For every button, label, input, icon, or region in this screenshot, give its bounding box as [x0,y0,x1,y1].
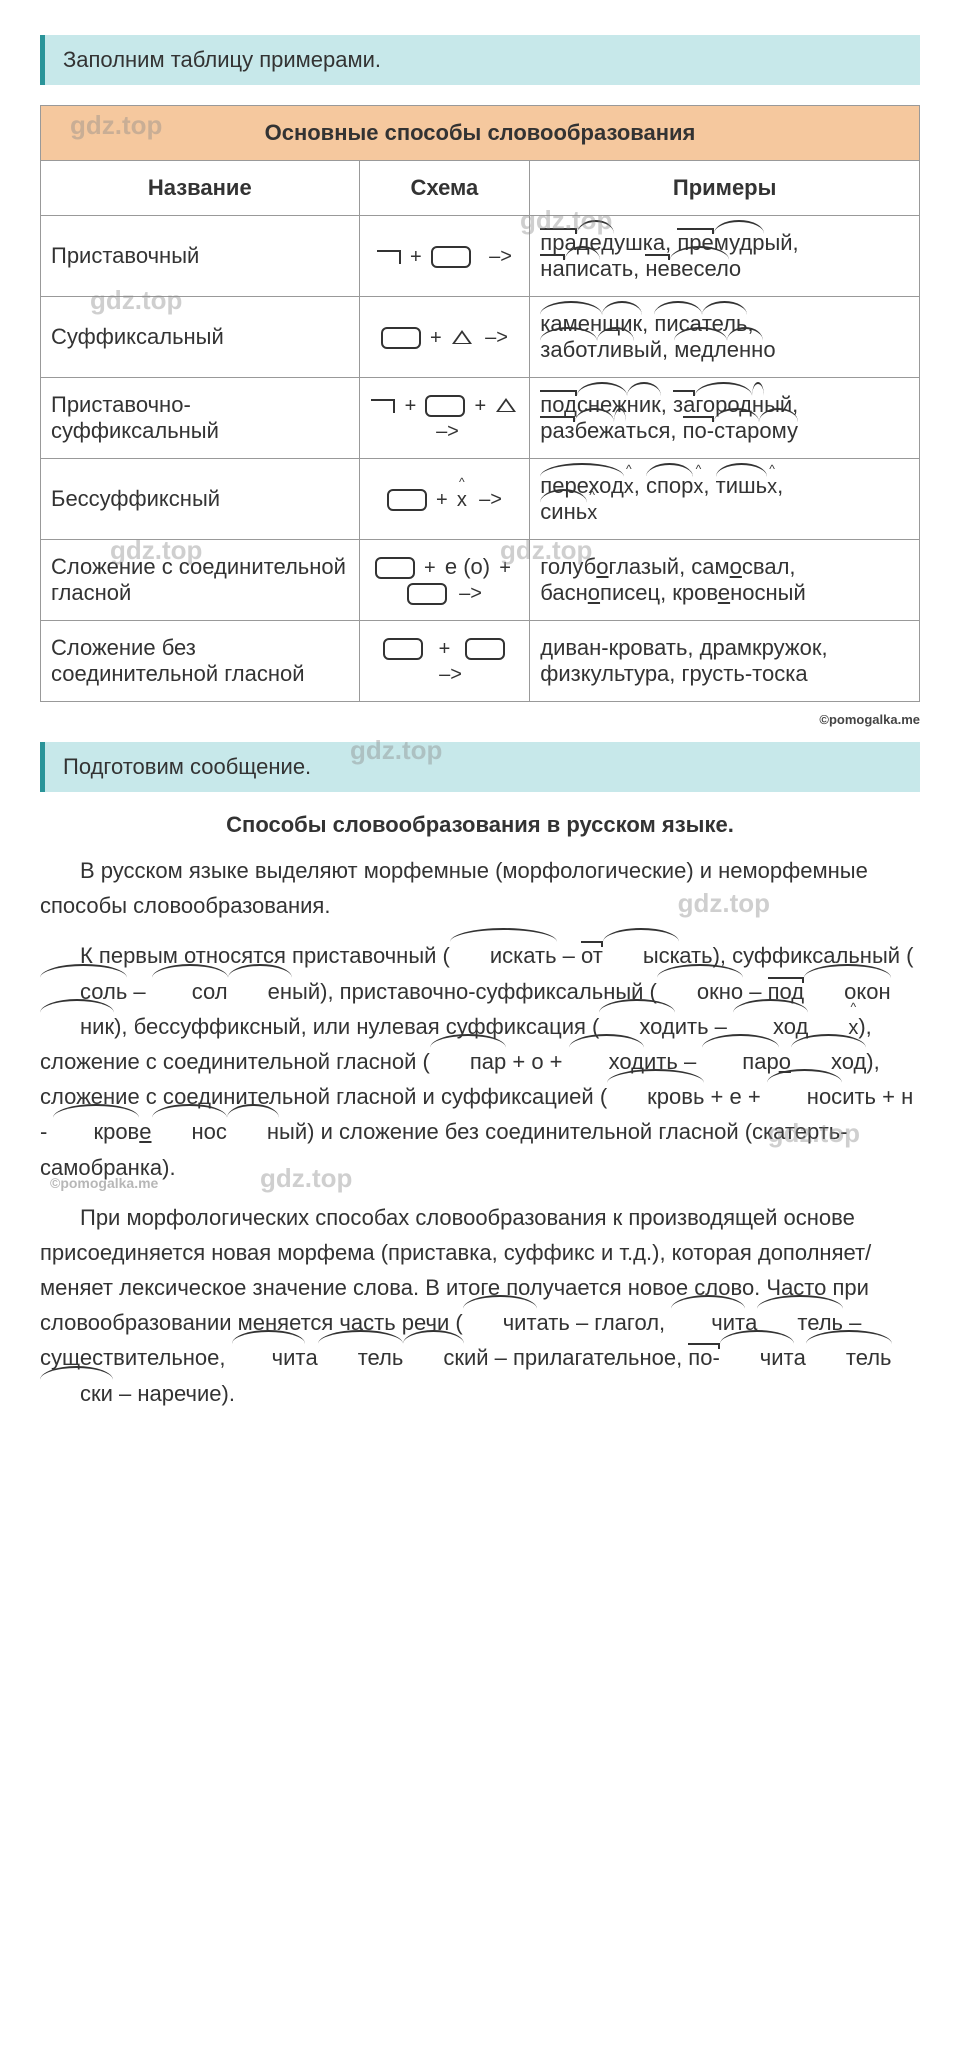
row-examples: подснежник, загородный, разбежаться, по-… [530,378,920,459]
x-symbol: х [457,489,467,512]
paragraph-3: При морфологических способах словообразо… [40,1200,920,1411]
suffix-symbol [451,330,473,346]
table-title: Основные способы словообразования [41,106,920,161]
row-examples: переходх, спорх, тишьх, синьх [530,459,920,540]
header-name: Название [41,161,360,216]
arrow-symbol: –> [436,421,459,443]
prefix-symbol [371,399,395,413]
table-container: Основные способы словообразования Назван… [40,105,920,702]
callout-text: Заполним таблицу примерами. [63,47,381,72]
root-symbol [431,246,471,268]
arrow-symbol: –> [439,664,462,686]
plus-symbol: + [430,327,442,349]
table-row: Сложение без соединительной гласной + –>… [41,621,920,702]
root-symbol [383,638,423,660]
callout-report: Подготовим сообщение. [40,742,920,792]
para1-text: В русском языке выделяют морфемные (морф… [40,858,868,918]
word-formation-table: Основные способы словообразования Назван… [40,105,920,702]
schema-cell: + + –> [359,378,530,459]
text: При морфологических способах словообразо… [40,1205,871,1336]
row-examples: диван-кровать, драмкружок, физкультура, … [530,621,920,702]
row-examples: голубоглазый, самосвал, баснописец, кров… [530,540,920,621]
plus-symbol: + [499,557,511,579]
text: пар [430,1044,506,1079]
text: – [127,979,151,1004]
plus-symbol: + [410,246,422,268]
paragraph-1: В русском языке выделяют морфемные (морф… [40,853,920,923]
text: ), бессуффиксный, или нулевая суффиксаци… [114,1014,599,1039]
text: – глагол, [570,1310,671,1335]
table-row: Приставочный + –> прадедушка, премудрый,… [41,216,920,297]
schema-cell: + –> [359,297,530,378]
row-name: Сложение без соединительной гласной [41,621,360,702]
root-symbol [425,395,465,417]
row-name: Приставочный [41,216,360,297]
arrow-symbol: –> [479,489,502,511]
text: – [557,943,581,968]
paragraph-2: К первым относятся приставочный (искать … [40,938,920,1184]
prefix-symbol [377,250,401,264]
table-row: Приставочно-суффиксальный + + –> подснеж… [41,378,920,459]
arrow-symbol: –> [489,246,512,268]
root-symbol [381,327,421,349]
table-row: Бессуффиксный + х –> переходх, спорх, ти… [41,459,920,540]
callout-intro: Заполним таблицу примерами. [40,35,920,85]
schema-cell: + –> [359,621,530,702]
plus-symbol: + [424,557,436,579]
text: окно [657,974,743,1009]
root-symbol [465,638,505,660]
text: ), суффиксальный ( [713,943,914,968]
arrow-symbol: –> [485,327,508,349]
plus-symbol: + [436,489,448,511]
plus-symbol: + [439,638,451,660]
row-name: Сложение с соединительной гласной [41,540,360,621]
text: + е + [704,1084,766,1109]
section-title: Способы словообразования в русском языке… [40,812,920,838]
table-row: Сложение с соединительной гласной + е (о… [41,540,920,621]
row-examples: прадедушка, премудрый, написать, невесел… [530,216,920,297]
schema-cell: + е (о) + –> [359,540,530,621]
connective-text: е (о) [445,554,490,579]
copyright: ©pomogalka.me [40,712,920,727]
root-symbol [375,557,415,579]
text: кровь [607,1079,704,1114]
text: искать [450,938,557,973]
row-name: Бессуффиксный [41,459,360,540]
text: ), приставочно-суффиксальный ( [320,979,657,1004]
row-name: Суффиксальный [41,297,360,378]
root-symbol [387,489,427,511]
root-symbol [407,583,447,605]
suffix-symbol [495,398,517,414]
header-examples: Примеры [530,161,920,216]
schema-cell: + х –> [359,459,530,540]
plus-symbol: + [475,395,487,417]
row-name: Приставочно-суффиксальный [41,378,360,459]
arrow-symbol: –> [459,583,482,605]
callout-text: Подготовим сообщение. [63,754,311,779]
text: – наречие). [113,1381,235,1406]
table-row: Суффиксальный + –> каменщик, писатель, з… [41,297,920,378]
header-schema: Схема [359,161,530,216]
schema-cell: + –> [359,216,530,297]
text: + о + [506,1049,568,1074]
text: – прилагательное, [489,1345,689,1370]
row-examples: каменщик, писатель, заботливый, медленно [530,297,920,378]
plus-symbol: + [405,395,417,417]
